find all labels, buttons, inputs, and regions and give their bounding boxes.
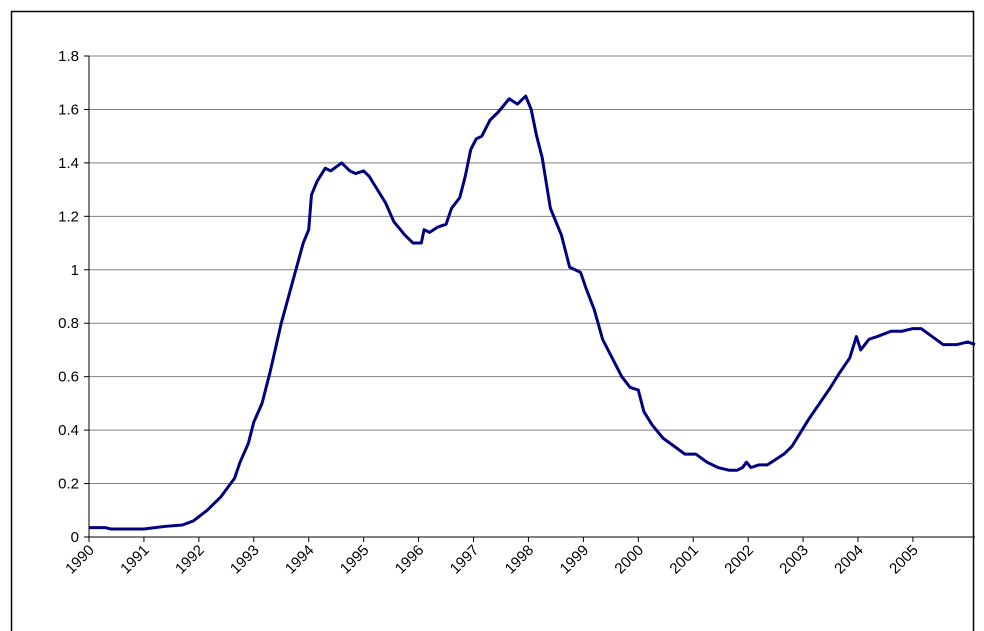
y-tick-label: 1 <box>71 262 79 279</box>
y-tick-label: 1.8 <box>58 48 79 65</box>
y-tick-label: 0.2 <box>58 476 79 493</box>
y-tick-label: 1.6 <box>58 101 79 118</box>
chart-border <box>10 10 975 631</box>
data-line <box>89 94 976 531</box>
y-tick-label: 0 <box>71 529 79 546</box>
y-tick-label: 0.6 <box>58 369 79 386</box>
y-tick-label: 1.2 <box>58 208 79 225</box>
y-tick-label: 0.4 <box>58 422 79 439</box>
y-tick-label: 0.8 <box>58 315 79 332</box>
y-tick-label: 1.4 <box>58 155 79 172</box>
